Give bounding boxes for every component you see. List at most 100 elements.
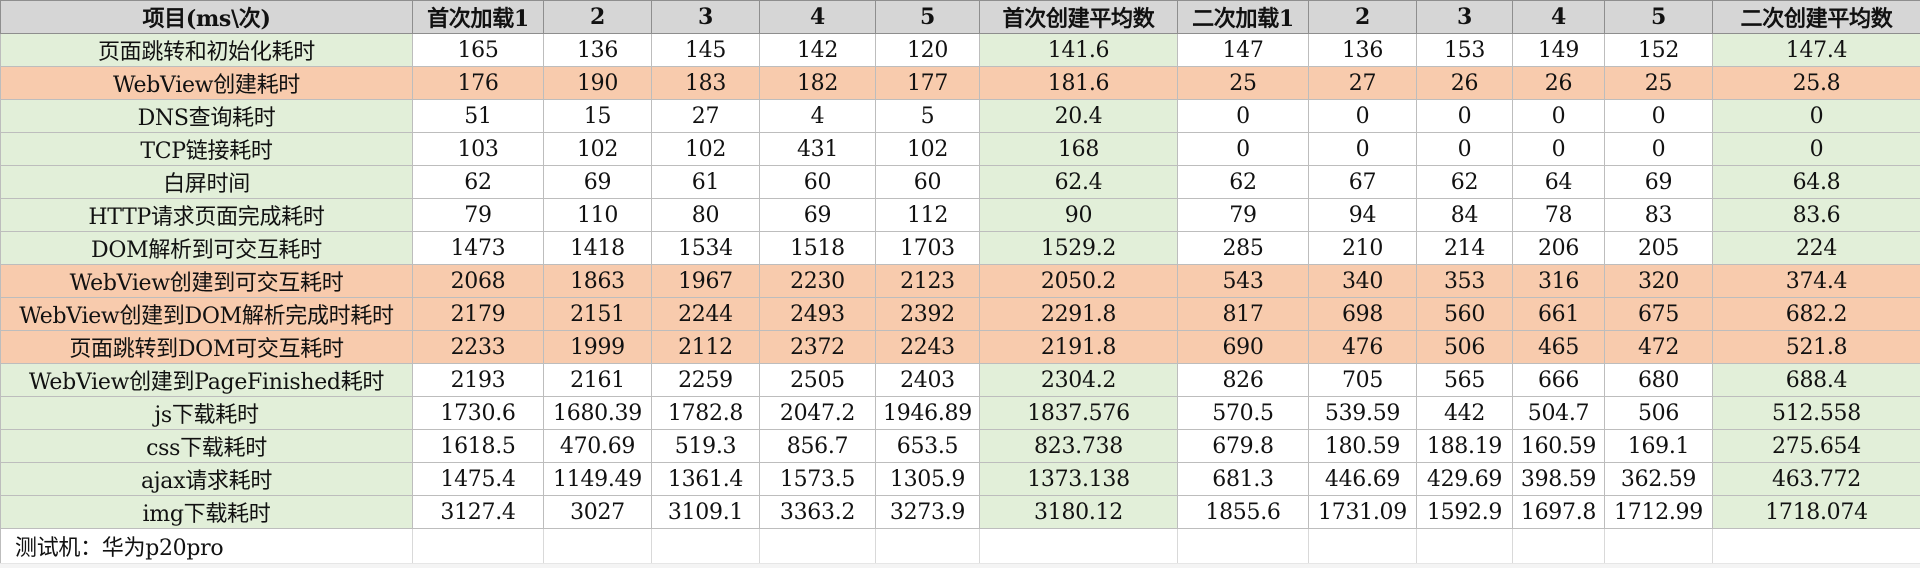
value-cell[interactable]: 0 — [1309, 100, 1417, 133]
value-cell[interactable]: 2230 — [760, 265, 876, 298]
average-cell[interactable]: 83.6 — [1713, 199, 1920, 232]
average-cell[interactable]: 688.4 — [1713, 364, 1920, 397]
empty-cell[interactable] — [980, 529, 1178, 564]
value-cell[interactable]: 69 — [544, 166, 652, 199]
column-header[interactable]: 4 — [760, 1, 876, 34]
value-cell[interactable]: 5 — [876, 100, 980, 133]
value-cell[interactable]: 120 — [876, 34, 980, 67]
row-label-cell[interactable]: 页面跳转到DOM可交互耗时 — [1, 331, 413, 364]
value-cell[interactable]: 476 — [1309, 331, 1417, 364]
average-cell[interactable]: 181.6 — [980, 67, 1178, 100]
value-cell[interactable]: 0 — [1605, 100, 1713, 133]
value-cell[interactable]: 2068 — [413, 265, 544, 298]
value-cell[interactable]: 27 — [652, 100, 760, 133]
average-cell[interactable]: 1529.2 — [980, 232, 1178, 265]
value-cell[interactable]: 504.7 — [1513, 397, 1605, 430]
value-cell[interactable]: 69 — [760, 199, 876, 232]
value-cell[interactable]: 2372 — [760, 331, 876, 364]
value-cell[interactable]: 316 — [1513, 265, 1605, 298]
value-cell[interactable]: 698 — [1309, 298, 1417, 331]
value-cell[interactable]: 661 — [1513, 298, 1605, 331]
average-cell[interactable]: 1373.138 — [980, 463, 1178, 496]
value-cell[interactable]: 136 — [1309, 34, 1417, 67]
value-cell[interactable]: 112 — [876, 199, 980, 232]
value-cell[interactable]: 2233 — [413, 331, 544, 364]
value-cell[interactable]: 190 — [544, 67, 652, 100]
value-cell[interactable]: 3027 — [544, 496, 652, 529]
value-cell[interactable]: 3363.2 — [760, 496, 876, 529]
value-cell[interactable]: 2259 — [652, 364, 760, 397]
value-cell[interactable]: 0 — [1309, 133, 1417, 166]
empty-cell[interactable] — [760, 529, 876, 564]
average-cell[interactable]: 2050.2 — [980, 265, 1178, 298]
value-cell[interactable]: 177 — [876, 67, 980, 100]
value-cell[interactable]: 2403 — [876, 364, 980, 397]
empty-cell[interactable] — [1605, 529, 1713, 564]
value-cell[interactable]: 149 — [1513, 34, 1605, 67]
device-note[interactable]: 测试机：华为p20pro — [1, 529, 413, 564]
average-cell[interactable]: 168 — [980, 133, 1178, 166]
average-cell[interactable]: 0 — [1713, 100, 1920, 133]
row-label-cell[interactable]: WebView创建到PageFinished耗时 — [1, 364, 413, 397]
empty-cell[interactable] — [876, 529, 980, 564]
value-cell[interactable]: 2243 — [876, 331, 980, 364]
value-cell[interactable]: 1305.9 — [876, 463, 980, 496]
average-cell[interactable]: 275.654 — [1713, 430, 1920, 463]
average-cell[interactable]: 512.558 — [1713, 397, 1920, 430]
column-header[interactable]: 5 — [876, 1, 980, 34]
value-cell[interactable]: 543 — [1178, 265, 1309, 298]
value-cell[interactable]: 0 — [1513, 133, 1605, 166]
value-cell[interactable]: 465 — [1513, 331, 1605, 364]
value-cell[interactable]: 67 — [1309, 166, 1417, 199]
value-cell[interactable]: 180.59 — [1309, 430, 1417, 463]
row-label-cell[interactable]: 页面跳转和初始化耗时 — [1, 34, 413, 67]
value-cell[interactable]: 27 — [1309, 67, 1417, 100]
value-cell[interactable]: 705 — [1309, 364, 1417, 397]
value-cell[interactable]: 102 — [876, 133, 980, 166]
value-cell[interactable]: 2151 — [544, 298, 652, 331]
value-cell[interactable]: 83 — [1605, 199, 1713, 232]
value-cell[interactable]: 570.5 — [1178, 397, 1309, 430]
average-cell[interactable]: 141.6 — [980, 34, 1178, 67]
value-cell[interactable]: 2047.2 — [760, 397, 876, 430]
value-cell[interactable]: 3127.4 — [413, 496, 544, 529]
value-cell[interactable]: 102 — [544, 133, 652, 166]
value-cell[interactable]: 1697.8 — [1513, 496, 1605, 529]
value-cell[interactable]: 1731.09 — [1309, 496, 1417, 529]
column-header[interactable]: 3 — [1417, 1, 1513, 34]
row-label-cell[interactable]: img下载耗时 — [1, 496, 413, 529]
average-cell[interactable]: 2191.8 — [980, 331, 1178, 364]
column-header[interactable]: 2 — [1309, 1, 1417, 34]
empty-cell[interactable] — [1513, 529, 1605, 564]
value-cell[interactable]: 2244 — [652, 298, 760, 331]
value-cell[interactable]: 145 — [652, 34, 760, 67]
value-cell[interactable]: 362.59 — [1605, 463, 1713, 496]
row-label-cell[interactable]: TCP链接耗时 — [1, 133, 413, 166]
value-cell[interactable]: 320 — [1605, 265, 1713, 298]
average-cell[interactable]: 823.738 — [980, 430, 1178, 463]
average-cell[interactable]: 0 — [1713, 133, 1920, 166]
value-cell[interactable]: 2493 — [760, 298, 876, 331]
average-cell[interactable]: 2291.8 — [980, 298, 1178, 331]
average-cell[interactable]: 224 — [1713, 232, 1920, 265]
value-cell[interactable]: 25 — [1178, 67, 1309, 100]
value-cell[interactable]: 136 — [544, 34, 652, 67]
value-cell[interactable]: 1361.4 — [652, 463, 760, 496]
row-label-cell[interactable]: ajax请求耗时 — [1, 463, 413, 496]
value-cell[interactable]: 0 — [1178, 133, 1309, 166]
value-cell[interactable]: 679.8 — [1178, 430, 1309, 463]
value-cell[interactable]: 506 — [1605, 397, 1713, 430]
column-header[interactable]: 2 — [544, 1, 652, 34]
value-cell[interactable]: 340 — [1309, 265, 1417, 298]
value-cell[interactable]: 51 — [413, 100, 544, 133]
value-cell[interactable]: 1618.5 — [413, 430, 544, 463]
row-label-cell[interactable]: DNS查询耗时 — [1, 100, 413, 133]
value-cell[interactable]: 1473 — [413, 232, 544, 265]
average-cell[interactable]: 147.4 — [1713, 34, 1920, 67]
value-cell[interactable]: 94 — [1309, 199, 1417, 232]
average-cell[interactable]: 2304.2 — [980, 364, 1178, 397]
average-cell[interactable]: 1718.074 — [1713, 496, 1920, 529]
value-cell[interactable]: 0 — [1417, 133, 1513, 166]
value-cell[interactable]: 110 — [544, 199, 652, 232]
value-cell[interactable]: 1967 — [652, 265, 760, 298]
